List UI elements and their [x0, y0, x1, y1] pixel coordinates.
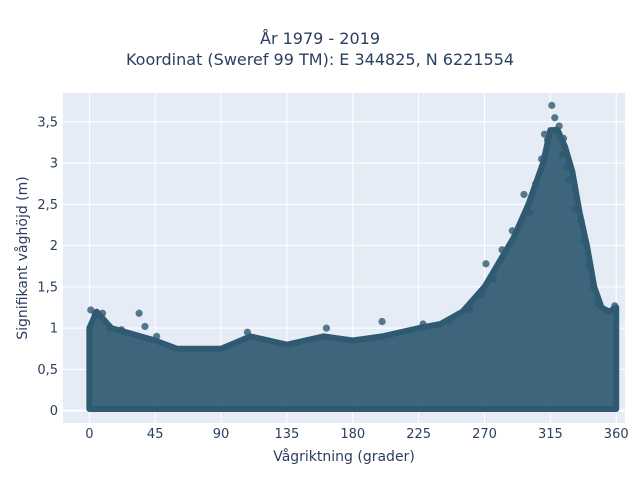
- data-point: [558, 151, 566, 159]
- data-point: [589, 283, 597, 291]
- x-tick-label: 270: [472, 427, 497, 442]
- data-point: [577, 217, 585, 225]
- data-point: [580, 237, 588, 246]
- data-point: [482, 260, 490, 268]
- y-tick-label: 3: [50, 157, 58, 172]
- x-axis-ticks: 0 45 90 135 180 225 270 315 360: [85, 427, 628, 442]
- data-point: [466, 306, 474, 314]
- x-tick-label: 45: [147, 427, 164, 442]
- y-tick-label: 3,5: [37, 115, 58, 130]
- data-point: [584, 262, 593, 270]
- data-point: [135, 309, 143, 317]
- data-point: [419, 320, 427, 328]
- data-point: [555, 122, 563, 130]
- x-tick-label: 135: [275, 427, 300, 442]
- dense-point-cloud: [86, 127, 620, 412]
- data-point: [117, 326, 126, 334]
- data-point: [378, 317, 386, 326]
- data-point: [540, 130, 549, 138]
- y-tick-label: 2: [50, 239, 58, 254]
- chart-title: År 1979 - 2019: [260, 29, 380, 48]
- x-tick-label: 90: [213, 427, 230, 442]
- y-tick-label: 1,5: [37, 280, 58, 295]
- data-point: [477, 291, 486, 299]
- data-point: [141, 322, 149, 331]
- data-point: [562, 163, 571, 171]
- x-axis-title: Vågriktning (grader): [273, 448, 415, 465]
- data-point: [551, 114, 559, 122]
- x-tick-label: 360: [604, 427, 629, 442]
- x-tick-label: 225: [406, 427, 431, 442]
- data-point: [322, 324, 331, 332]
- chart-subtitle: Koordinat (Sweref 99 TM): E 344825, N 62…: [125, 50, 515, 69]
- data-point: [543, 136, 552, 144]
- y-tick-label: 0,5: [37, 363, 58, 378]
- data-point: [508, 227, 516, 235]
- x-tick-label: 0: [85, 427, 93, 442]
- y-tick-label: 1: [50, 322, 58, 337]
- y-tick-label: 0: [50, 404, 58, 419]
- x-tick-label: 315: [538, 427, 563, 442]
- data-point: [106, 324, 114, 332]
- data-point: [243, 328, 252, 336]
- data-point: [520, 190, 528, 199]
- data-point: [559, 134, 568, 142]
- data-point: [498, 246, 506, 254]
- data-point: [537, 155, 546, 163]
- data-point: [98, 309, 107, 317]
- y-axis-ticks: 0 0,5 1 1,5 2 2,5 3 3,5: [37, 115, 58, 419]
- data-point: [91, 309, 99, 317]
- y-axis-title: Signifikant våghöjd (m): [14, 176, 31, 339]
- data-point: [526, 209, 534, 217]
- data-point: [611, 302, 619, 310]
- data-points: [87, 101, 619, 340]
- y-tick-label: 2,5: [37, 198, 58, 213]
- data-point: [532, 180, 540, 188]
- data-point: [153, 332, 161, 340]
- data-point: [445, 317, 453, 326]
- data-point: [571, 204, 579, 213]
- point-cloud: [86, 127, 620, 412]
- data-point: [548, 101, 556, 109]
- data-point: [565, 176, 573, 184]
- x-tick-label: 180: [340, 427, 365, 442]
- data-point: [593, 299, 601, 307]
- data-point: [489, 275, 497, 283]
